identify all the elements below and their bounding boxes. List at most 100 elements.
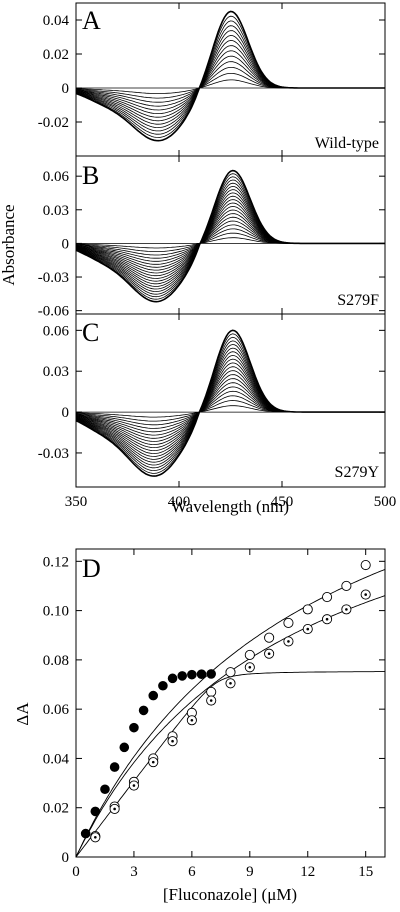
spectrum-line	[75, 67, 385, 103]
panel-b-letter: B	[82, 161, 99, 190]
panel-d-frame	[75, 548, 386, 858]
filled-data-point	[138, 705, 149, 716]
filled-data-point	[148, 690, 159, 701]
dotted-data-point-center	[113, 807, 116, 811]
y-tick-label: 0.08	[43, 653, 69, 669]
filled-data-point	[206, 669, 216, 679]
panel-a-annotation: Wild-type	[315, 135, 379, 152]
panel-d-fit-lines	[75, 568, 386, 858]
spectrum-line	[75, 206, 385, 274]
y-tick-label: 0.03	[43, 203, 69, 219]
open-data-point	[244, 649, 255, 661]
dotted-data-point-center	[190, 718, 194, 722]
filled-data-point	[100, 784, 110, 795]
panel-d-x-ticks: 0 3 6 9 12 15	[72, 549, 373, 880]
spectrum-line	[75, 199, 385, 279]
filled-data-point	[80, 828, 91, 839]
panel-d-x-axis-label: [Fluconazole] (μM)	[163, 885, 297, 904]
spectrum-line	[75, 224, 385, 259]
x-tick-label: 9	[246, 864, 254, 880]
dotted-data-point-center	[151, 760, 155, 764]
dotted-data-point-center	[229, 681, 232, 685]
spectrum-line	[75, 10, 385, 142]
y-tick-label: 0.06	[43, 323, 70, 339]
panel-c-spectra: 0.06 0.03 0 -0.03 350 400 450 500 C S279Y	[38, 313, 397, 510]
spectrum-line	[75, 30, 385, 129]
panel-b-spectra: 0.06 0.03 0 -0.03 -0.06 B S279F	[38, 155, 386, 320]
fit-line	[75, 595, 386, 858]
spectrum-line	[75, 73, 385, 99]
panel-c-annotation: S279Y	[335, 464, 380, 481]
spectrum-line	[75, 169, 385, 303]
x-tick-label: 350	[65, 494, 88, 510]
y-tick-label: 0.02	[43, 47, 69, 63]
panel-a-letter: A	[82, 6, 101, 35]
y-tick-label: 0.10	[43, 604, 69, 620]
dotted-data-point-center	[325, 617, 329, 621]
open-data-point	[225, 667, 236, 678]
y-tick-label: 0.06	[43, 169, 70, 185]
spectrum-line	[75, 220, 385, 262]
spectrum-line	[75, 395, 385, 426]
y-tick-label: -0.03	[38, 270, 69, 286]
panel-b-annotation: S279F	[337, 292, 379, 309]
panel-a-curves	[75, 10, 385, 142]
y-tick-label: 0.04	[43, 13, 70, 29]
x-tick-label: 450	[271, 494, 294, 510]
panel-c-letter: C	[82, 318, 99, 347]
y-tick-label: 0	[62, 405, 70, 421]
panel-b-y-ticks: 0.06 0.03 0 -0.03 -0.06	[38, 156, 386, 320]
panel-d-y-axis-label: ΔA	[13, 702, 32, 726]
spectrum-line	[75, 390, 385, 429]
panel-b-curves	[75, 169, 385, 303]
panel-b-frame	[75, 155, 386, 315]
spectrum-line	[75, 329, 385, 477]
panel-d-points	[80, 559, 371, 843]
spectrum-line	[75, 173, 385, 300]
panel-a-spectra: 0.04 0.02 0 -0.02 A Wild-type	[38, 2, 386, 157]
spectrum-line	[75, 61, 385, 107]
y-tick-label: -0.03	[38, 446, 69, 462]
x-tick-label: 500	[374, 494, 397, 510]
filled-data-point	[187, 669, 197, 680]
y-tick-label: -0.06	[38, 304, 70, 320]
dotted-data-point-center	[364, 593, 367, 596]
y-tick-label: 0	[62, 850, 70, 866]
open-data-point	[341, 580, 352, 592]
open-data-point	[302, 604, 313, 615]
y-tick-label: 0.02	[43, 801, 69, 817]
panel-a-y-ticks: 0.04 0.02 0 -0.02	[38, 3, 386, 156]
fit-line	[75, 568, 386, 858]
spectrum-line	[75, 15, 385, 138]
spectrum-line	[75, 232, 385, 252]
open-data-point	[322, 591, 333, 603]
dotted-data-point-center	[287, 640, 290, 643]
spectrum-line	[75, 55, 385, 111]
dotted-data-point-center	[171, 739, 174, 743]
spectrum-line	[75, 386, 385, 433]
open-data-point	[206, 686, 217, 697]
dotted-data-point-center	[209, 699, 213, 702]
filled-data-point	[119, 742, 130, 753]
fit-line	[75, 671, 385, 858]
y-tick-label: 0.04	[43, 751, 70, 767]
spectra-x-axis-label: Wavelength (nm)	[171, 497, 289, 516]
filled-data-point	[158, 680, 168, 691]
spectrum-line	[75, 79, 385, 94]
filled-data-point	[109, 762, 120, 772]
spectrum-line	[75, 40, 385, 122]
x-tick-label: 6	[188, 864, 196, 880]
dotted-data-point-center	[267, 652, 271, 656]
x-tick-label: 15	[358, 864, 373, 880]
y-tick-label: 0	[62, 236, 70, 252]
x-tick-label: 400	[168, 494, 191, 510]
panel-d-binding-plot: 00.020.040.060.080.100.12 0 3 6 9 12 15 D ΔA …	[13, 548, 386, 904]
spectrum-line	[75, 25, 385, 132]
y-tick-label: 0.12	[43, 554, 69, 570]
panel-d-y-ticks: 0 0.02 0.04 0.06 0.08 0.10 0.12	[43, 554, 385, 866]
x-tick-label: 12	[300, 864, 315, 880]
spectrum-line	[75, 374, 385, 442]
x-tick-label: 0	[72, 864, 80, 880]
y-tick-label: 0.06	[43, 702, 70, 718]
